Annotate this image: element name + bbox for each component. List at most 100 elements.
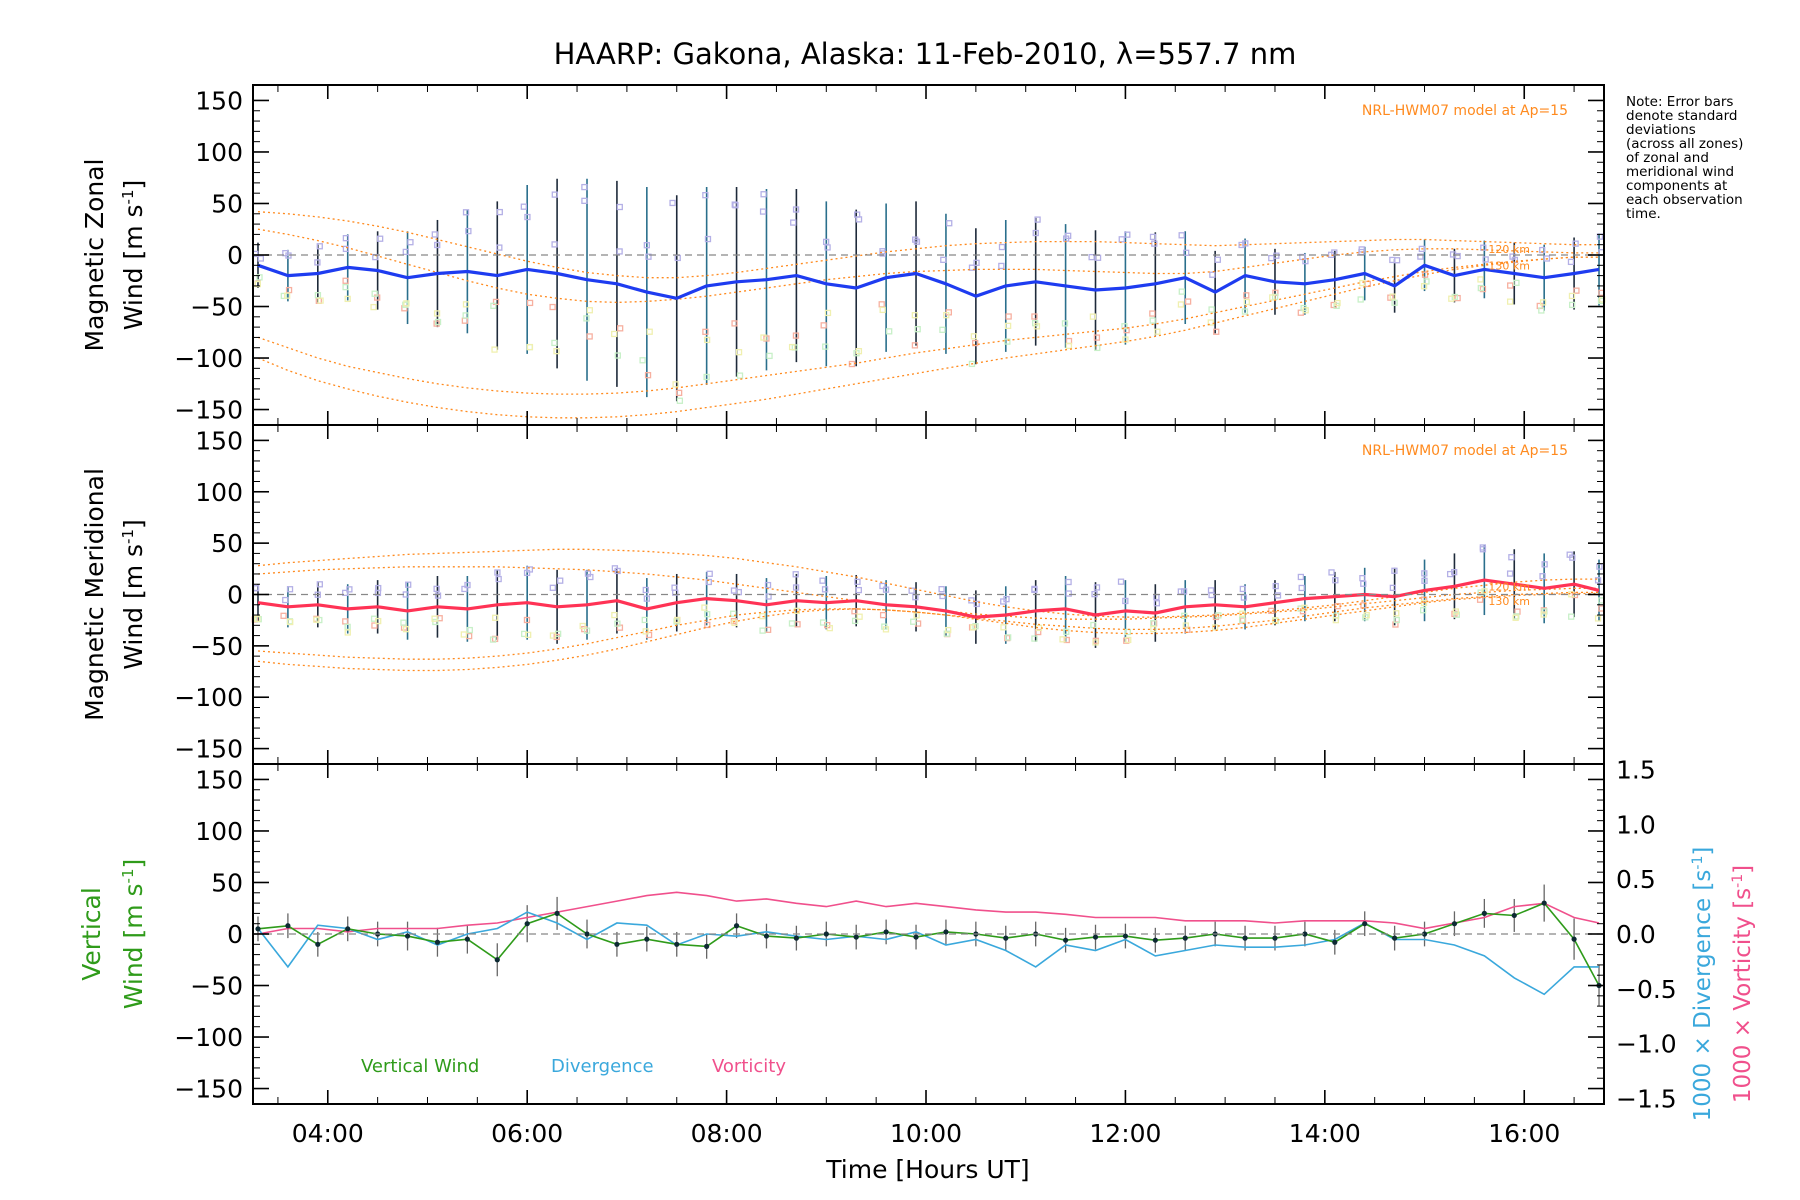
vertical-wind-point	[285, 923, 291, 929]
vertical-wind-point	[793, 935, 799, 941]
y-tick-label: −100	[174, 344, 243, 373]
zone-marker	[759, 613, 766, 620]
zone-marker	[1269, 294, 1276, 301]
zone-marker	[643, 595, 651, 602]
zone-marker	[645, 253, 652, 260]
zone-marker	[434, 318, 442, 326]
zone-marker	[616, 203, 623, 211]
model-curve-3	[257, 592, 1599, 672]
legend-entry: Vorticity	[712, 1056, 786, 1077]
zone-marker	[856, 613, 863, 620]
zone-marker	[1177, 301, 1185, 308]
zone-marker	[1566, 551, 1573, 558]
zone-marker	[496, 208, 503, 216]
zone-marker	[433, 320, 440, 327]
zone-marker	[939, 326, 946, 333]
zone-marker	[1031, 585, 1038, 593]
y-axis-title-line2: Wind [m s-1]	[119, 519, 148, 670]
zone-marker	[1538, 307, 1545, 314]
zone-marker	[1420, 599, 1428, 607]
zone-marker	[283, 292, 291, 299]
zone-marker	[1451, 293, 1458, 301]
y-tick-label: −150	[174, 1075, 243, 1104]
zone-marker	[1477, 276, 1484, 283]
vertical-wind-point	[913, 934, 919, 940]
zone-marker	[1594, 577, 1602, 584]
zone-marker	[1154, 328, 1161, 335]
zone-marker	[1004, 338, 1011, 345]
zone-marker	[523, 616, 531, 624]
right-axis-title-vorticity-close: ]	[1730, 865, 1756, 874]
zone-marker	[731, 320, 738, 327]
vertical-wind-point	[1392, 935, 1398, 941]
zone-marker	[731, 619, 738, 627]
right-axis-title-vorticity-sup: -1	[1730, 874, 1746, 888]
zone-marker	[344, 295, 351, 303]
zone-marker	[466, 626, 473, 634]
right-axis-title-vorticity-text: 1000 × Vorticity [s	[1730, 888, 1756, 1103]
zone-marker	[1334, 299, 1341, 307]
zone-marker	[910, 618, 917, 625]
zone-marker	[1065, 578, 1072, 586]
zone-marker	[1182, 622, 1189, 629]
zone-marker	[1121, 323, 1128, 330]
zone-marker	[760, 191, 767, 198]
zone-marker	[611, 565, 619, 572]
zone-marker	[669, 199, 676, 207]
zone-marker	[344, 629, 351, 636]
zone-marker	[1479, 544, 1486, 551]
zone-marker	[551, 241, 558, 248]
zone-marker	[788, 620, 796, 627]
zone-marker	[551, 191, 558, 198]
zone-marker	[371, 290, 378, 297]
zone-marker	[1568, 613, 1575, 620]
zone-marker	[525, 631, 532, 638]
zone-marker	[973, 259, 980, 266]
zone-marker	[342, 235, 350, 242]
zone-marker	[549, 584, 556, 591]
zone-marker	[972, 339, 979, 347]
zone-marker	[821, 586, 829, 593]
zone-marker	[492, 614, 499, 621]
zone-marker	[1207, 587, 1215, 594]
zone-marker	[851, 617, 859, 625]
zone-marker	[701, 604, 708, 611]
zone-marker	[1124, 628, 1131, 636]
zone-marker	[1328, 569, 1335, 576]
zone-marker	[1005, 634, 1012, 641]
zone-marker	[1357, 296, 1364, 303]
right-axis-title-divergence-sup: -1	[1690, 856, 1706, 870]
zone-marker	[1183, 249, 1190, 256]
vertical-wind-point	[614, 941, 620, 947]
y-axis-title-line1: Magnetic Meridional	[80, 468, 109, 721]
zone-marker	[1151, 240, 1158, 247]
vertical-wind-point	[883, 929, 889, 935]
zone-marker	[495, 575, 502, 583]
zone-marker	[759, 208, 767, 215]
zone-marker	[256, 274, 263, 281]
zone-marker	[703, 373, 710, 381]
y-right-tick-label: −1.5	[1616, 1085, 1677, 1114]
zone-marker	[1094, 344, 1101, 352]
zone-marker	[313, 616, 320, 623]
zone-marker	[581, 183, 588, 191]
y-axis-title-close: ]	[119, 180, 148, 190]
vertical-wind-point	[584, 931, 590, 937]
zone-marker	[316, 581, 323, 588]
zone-marker	[1508, 554, 1515, 561]
vertical-wind-point	[1421, 931, 1428, 937]
zone-marker	[879, 306, 886, 314]
zone-marker	[1153, 600, 1161, 607]
zone-marker	[765, 593, 772, 600]
zone-marker	[1000, 598, 1007, 605]
zone-marker	[1238, 241, 1245, 249]
zone-marker	[1421, 570, 1428, 577]
y-axis-title-close: ]	[119, 859, 148, 869]
zone-marker	[1093, 334, 1101, 341]
zone-marker	[370, 303, 377, 311]
y-axis-title-line2: Wind [m s-1]	[119, 859, 148, 1010]
zone-marker	[257, 255, 265, 262]
zone-marker	[1477, 284, 1484, 292]
vertical-wind-point	[943, 929, 949, 935]
zone-marker	[1180, 588, 1188, 595]
